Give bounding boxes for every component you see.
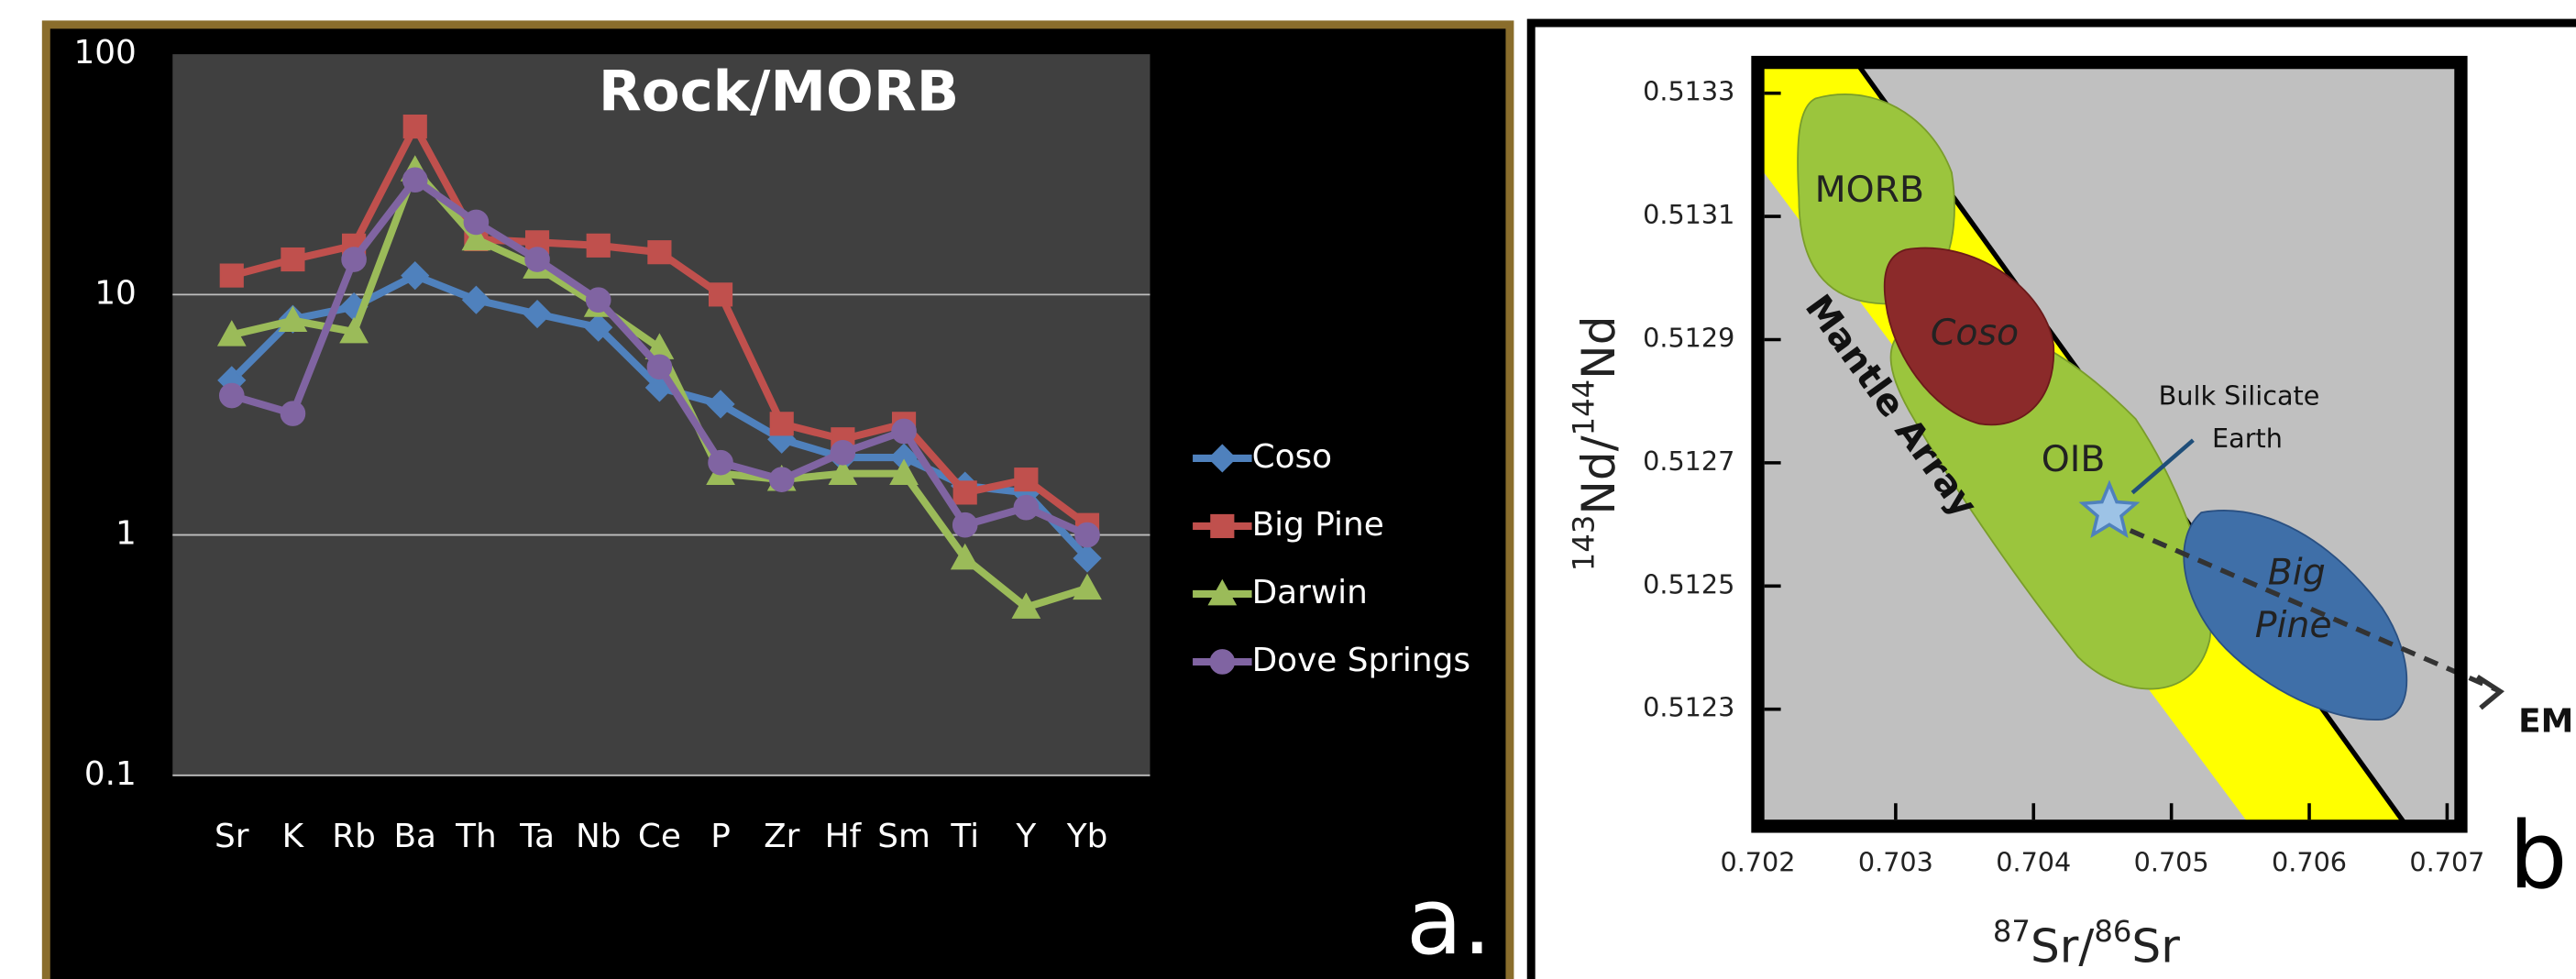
marker — [342, 248, 366, 271]
y-tick-label: 0.5127 — [1643, 446, 1734, 477]
panel-a: Rock/MORB a. 0.1 1 10 100 Sr K Rb Ba Th Ta Nb Ce P Zr… — [46, 25, 1510, 979]
x-axis-title: 87 — [1993, 914, 2031, 949]
marker — [403, 168, 427, 192]
marker — [1075, 523, 1099, 547]
x-tick-label: Y — [1015, 818, 1036, 855]
marker — [1015, 468, 1037, 490]
marker — [1014, 496, 1038, 520]
marker — [1211, 515, 1233, 537]
y-axis-title: Nd/ — [1571, 435, 1625, 514]
figure: Rock/MORB a. 0.1 1 10 100 Sr K Rb Ba Th Ta Nb Ce P Zr… — [0, 0, 2576, 979]
y-tick-label: 0.5129 — [1643, 322, 1734, 353]
x-tick-label: 0.703 — [1858, 847, 1933, 878]
y-tick-label: 0.5123 — [1643, 692, 1734, 723]
panel-label: b — [2509, 802, 2568, 909]
annotation: Coso — [1931, 312, 2019, 354]
x-axis-title: Sr/ — [2031, 918, 2094, 973]
annotation: Earth — [2212, 423, 2283, 454]
marker — [588, 235, 610, 257]
x-tick-label: 0.706 — [2272, 847, 2347, 878]
marker — [770, 468, 794, 491]
marker — [953, 513, 977, 537]
legend-label: Dove Springs — [1252, 642, 1470, 679]
annotation: EM — [2518, 702, 2573, 740]
marker — [220, 384, 244, 408]
annotation: Big — [2268, 552, 2326, 594]
marker — [831, 441, 854, 465]
marker — [771, 412, 793, 434]
x-tick-label: Ba — [393, 818, 436, 855]
y-tick-label: 0.1 — [84, 755, 137, 793]
x-tick-label: Ti — [950, 818, 979, 855]
annotation: Pine — [2255, 604, 2332, 646]
marker — [954, 481, 976, 503]
x-tick-label: P — [710, 818, 731, 855]
x-tick-label: Rb — [332, 818, 376, 855]
y-tick-label: 10 — [94, 274, 137, 312]
x-tick-label: 0.707 — [2409, 847, 2484, 878]
y-tick-label: 0.5131 — [1643, 199, 1734, 230]
x-axis-title: Sr — [2131, 918, 2180, 973]
marker — [525, 248, 549, 271]
annotation: Bulk Silicate — [2159, 380, 2320, 412]
y-tick-label: 0.5125 — [1643, 568, 1734, 600]
panel-b: MORB Coso OIB Big Pine Mantle Array Bulk… — [1531, 23, 2576, 979]
y-axis-title: 144 — [1566, 380, 1601, 436]
annotation: OIB — [2042, 438, 2106, 480]
marker — [587, 288, 611, 312]
annotation: MORB — [1815, 169, 1924, 211]
marker — [709, 451, 732, 475]
marker — [465, 211, 489, 235]
x-tick-label: Sm — [877, 818, 930, 855]
legend-label: Darwin — [1252, 574, 1368, 611]
x-tick-label: 0.704 — [1996, 847, 2071, 878]
x-tick-label: 0.702 — [1720, 847, 1795, 878]
marker — [1210, 650, 1234, 674]
x-tick-label: Th — [455, 818, 497, 855]
panel-label: a. — [1406, 868, 1492, 975]
marker — [648, 241, 670, 263]
x-axis-title: 86 — [2094, 914, 2131, 949]
marker — [647, 355, 671, 379]
y-tick-label: 0.5133 — [1643, 76, 1734, 107]
marker — [281, 248, 303, 270]
y-axis-title: 143 — [1566, 515, 1601, 572]
x-tick-label: 0.705 — [2134, 847, 2209, 878]
x-tick-label: Hf — [825, 818, 863, 855]
chart-title: Rock/MORB — [599, 60, 959, 125]
legend-label: Coso — [1252, 438, 1333, 476]
plot-area — [172, 54, 1150, 776]
x-tick-label: K — [282, 818, 305, 855]
marker — [221, 264, 243, 286]
x-tick-label: Sr — [215, 818, 249, 855]
x-tick-label: Ce — [638, 818, 681, 855]
legend-label: Big Pine — [1252, 506, 1384, 544]
marker — [404, 116, 426, 138]
x-tick-label: Nb — [576, 818, 622, 855]
marker — [892, 420, 916, 444]
marker — [710, 283, 732, 305]
y-axis-title: Nd — [1571, 315, 1625, 379]
y-tick-label: 1 — [116, 515, 137, 553]
y-tick-label: 100 — [73, 34, 136, 72]
x-tick-label: Ta — [519, 818, 555, 855]
x-tick-label: Zr — [764, 818, 800, 855]
x-tick-label: Yb — [1066, 818, 1108, 855]
marker — [281, 402, 305, 425]
